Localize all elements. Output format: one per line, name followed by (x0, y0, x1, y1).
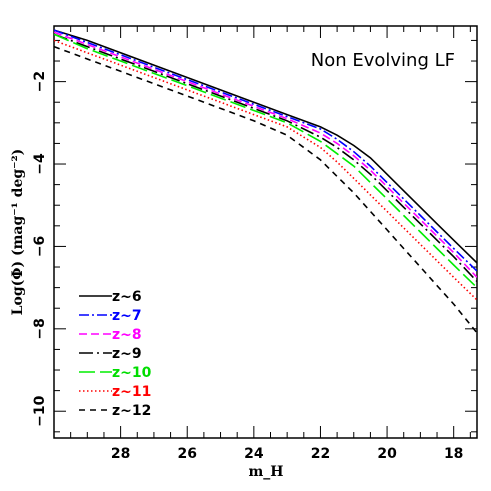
y-tick-label: −8 (32, 318, 48, 339)
series-line-z-11 (54, 39, 477, 301)
x-tick-label: 18 (444, 446, 463, 462)
legend-label: z~8 (112, 327, 142, 343)
legend-label: z~9 (112, 346, 142, 362)
series-group (54, 29, 477, 334)
y-tick-label: −2 (32, 71, 48, 92)
series-line-z-6 (54, 29, 477, 264)
x-axis-label: m_H (248, 464, 283, 480)
series-line-z-12 (54, 45, 477, 334)
plot-frame (53, 25, 478, 439)
y-tick-label: −4 (32, 153, 48, 175)
x-tick-label: 20 (377, 446, 397, 462)
legend-label: z~12 (112, 403, 151, 419)
series-line-z-10 (54, 33, 477, 289)
y-tick-label: −10 (32, 395, 48, 426)
y-axis-label: Log(Φ) (mag⁻¹ deg⁻²) (10, 149, 26, 316)
x-tick-label: 26 (177, 446, 196, 462)
legend-label: z~10 (112, 365, 152, 381)
x-tick-label: 22 (311, 446, 330, 462)
x-tick-labels: 28 26 24 22 20 18 (111, 446, 464, 462)
chart-title: Non Evolving LF (311, 50, 455, 71)
series-line-z-7 (54, 29, 477, 272)
series-line-z-9 (54, 33, 477, 282)
y-tick-labels: −2 −4 −6 −8 −10 (32, 71, 48, 427)
x-tick-label: 24 (244, 446, 264, 462)
axis-ticks (54, 26, 477, 438)
y-tick-label: −6 (32, 236, 48, 257)
x-tick-label: 28 (111, 446, 130, 462)
legend-label: z~11 (112, 384, 151, 400)
legend-label: z~7 (112, 308, 142, 324)
legend-label: z~6 (112, 289, 142, 305)
series-line-z-8 (54, 31, 477, 278)
legend: z~6 z~7 z~8 z~9 z~10 z~11 z~12 (79, 289, 152, 419)
